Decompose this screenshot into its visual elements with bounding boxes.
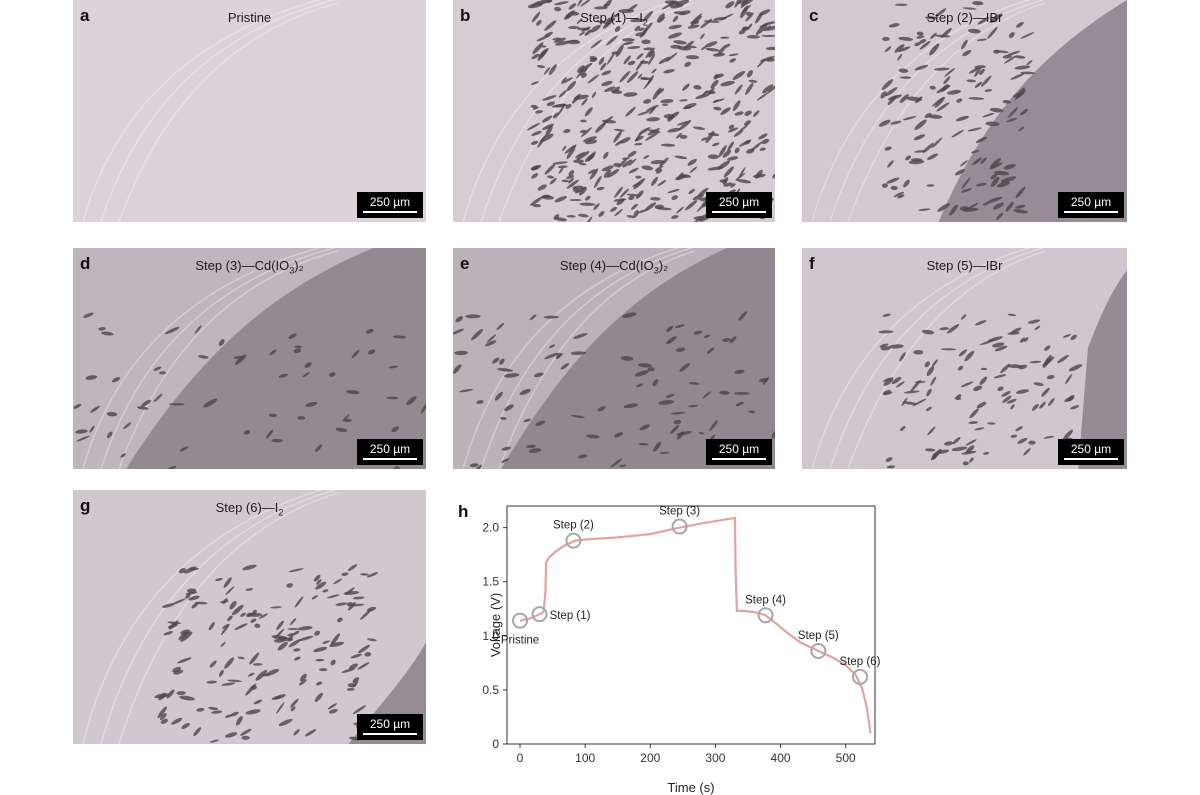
x-tick-label: 400 [771,751,791,765]
scale-bar: 250 µm [1058,439,1124,465]
panel-caption-text: Step (2)—IBr [926,10,1003,25]
step-marker-label: Step (1) [550,610,591,622]
micrograph-panel-c: c Step (2)—IBr 250 µm [802,0,1127,222]
panel-caption-suffix: )₂ [658,258,669,273]
y-tick-label: 0 [492,737,499,751]
step-marker [671,518,688,535]
scale-bar: 250 µm [706,439,772,465]
panel-letter-b: b [460,6,471,25]
step-marker-label: Pristine [501,635,539,647]
step-marker [565,532,582,549]
panel-caption-text: Step (5)—IBr [926,258,1003,273]
scale-bar-line [712,211,766,213]
micrograph-panel-a: a Pristine 250 µm [73,0,426,222]
step-marker-label: Step (5) [798,630,839,642]
panel-caption-subscript: 3 [289,265,295,276]
panel-letter-h: h [458,502,469,521]
scale-bar: 250 µm [706,192,772,218]
panel-caption-subscript: 2 [642,17,648,28]
micrograph-image [453,248,775,469]
scale-bar-label: 250 µm [718,195,760,209]
panel-caption: Pristine [73,10,426,25]
scale-bar-label: 250 µm [718,442,760,456]
x-tick-label: 300 [705,751,725,765]
scale-bar-line [712,458,766,460]
step-marker-label: Step (6) [840,656,881,668]
panel-caption-text: Step (6)—I [215,500,279,515]
panel-caption-text: Step (3)—Cd(IO [195,258,290,273]
scale-bar-line [1064,458,1118,460]
scale-bar-line [363,733,417,735]
panel-caption-text: Step (4)—Cd(IO [559,258,654,273]
scale-bar-line [363,458,417,460]
scale-bar: 250 µm [1058,192,1124,218]
micrograph-image [82,0,338,222]
scale-bar-label: 250 µm [1070,195,1112,209]
panel-caption-subscript: 3 [653,265,659,276]
step-marker [531,606,548,623]
micrograph-panel-e: e Step (4)—Cd(IO3)₂ 250 µm [453,248,775,469]
panel-letter-e: e [460,254,470,273]
step-marker-label: Step (2) [553,520,594,532]
y-tick-label: 2.0 [482,521,499,535]
scale-bar-label: 250 µm [1070,442,1112,456]
scale-bar: 250 µm [357,192,423,218]
panel-caption: Step (3)—Cd(IO3)₂ [73,258,426,276]
x-tick-label: 200 [640,751,660,765]
scale-bar: 250 µm [357,439,423,465]
step-marker [852,668,869,685]
x-tick-label: 0 [517,751,524,765]
panel-caption-text: Step (1)—I [580,10,643,25]
micrograph-image [811,0,1127,222]
panel-caption: Step (6)—I2 [73,500,426,518]
y-axis-label: Voltage (V) [488,593,503,657]
panel-letter-f: f [809,254,815,273]
panel-caption-suffix: )₂ [294,258,304,273]
x-tick-label: 100 [575,751,595,765]
panel-caption: Step (2)—IBr [802,10,1127,25]
step-marker [757,607,774,624]
panel-caption-subscript: 2 [278,507,284,518]
panel-letter-d: d [80,254,91,273]
micrograph-panel-f: f Step (5)—IBr 250 µm [802,248,1127,469]
voltage-time-chart: h 0 100 200 300 400 500 0 0.5 1.0 1.5 2.0 Time (s) V… [450,490,890,795]
micrograph-image [82,490,426,744]
panel-caption: Step (4)—Cd(IO3)₂ [453,258,775,276]
panel-caption-text: Pristine [227,10,272,25]
plot-frame [506,505,876,745]
step-marker [810,642,827,659]
panel-letter-c: c [809,6,819,25]
panel-letter-g: g [80,496,91,515]
scale-bar-line [363,211,417,213]
y-tick-label: 1.5 [482,575,499,589]
scale-bar-line [1064,211,1118,213]
scale-bar-label: 250 µm [369,442,411,456]
panel-letter-a: a [80,6,90,25]
step-marker-label: Step (3) [659,506,700,518]
y-tick-label: 0.5 [482,683,499,697]
chart-svg: 0 100 200 300 400 500 0 0.5 1.0 1.5 2.0 Time (s) Vol… [482,505,881,795]
step-marker-label: Step (4) [745,594,786,606]
scale-bar-label: 250 µm [369,195,411,209]
micrograph-panel-g: g Step (6)—I2 250 µm [73,490,426,744]
micrograph-panel-b: b Step (1)—I2 250 µm [453,0,775,222]
x-axis-label: Time (s) [667,780,714,795]
micrograph-image [73,248,426,469]
x-tick-label: 500 [836,751,856,765]
scale-bar-label: 250 µm [369,717,411,731]
panel-caption: Step (1)—I2 [453,10,775,28]
micrograph-image [462,0,775,222]
step-marker [512,612,529,629]
voltage-line [519,516,872,734]
micrograph-panel-d: d Step (3)—Cd(IO3)₂ 250 µm [73,248,426,469]
panel-caption: Step (5)—IBr [802,258,1127,273]
micrograph-image [811,248,1127,469]
y-tick-label: 1.0 [482,629,499,643]
scale-bar: 250 µm [357,714,423,740]
